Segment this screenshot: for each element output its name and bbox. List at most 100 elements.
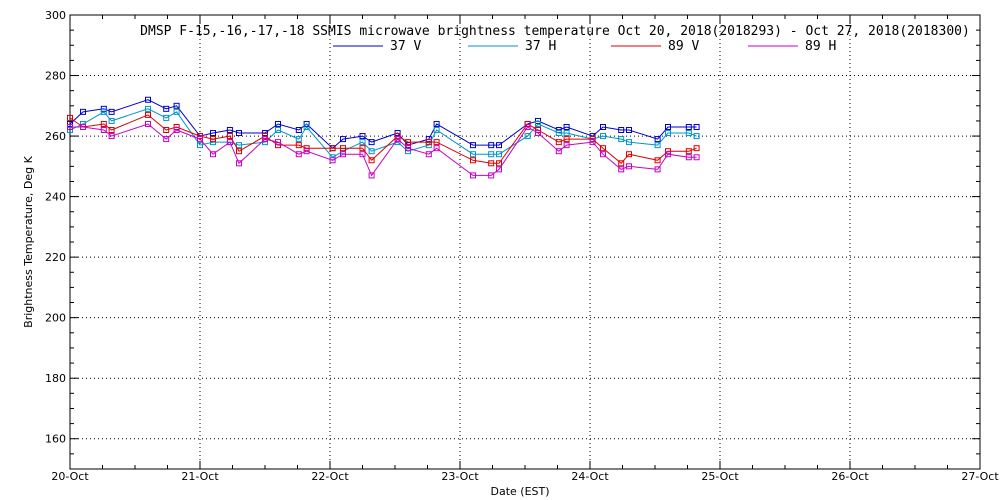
data-point-37-h (145, 105, 151, 112)
x-tick-label: 26-Oct (831, 470, 869, 483)
data-point-89-h (100, 127, 107, 134)
data-point-37-v (665, 123, 671, 130)
data-point-89-h (236, 160, 242, 167)
data-point-89-v (100, 120, 107, 127)
data-point-37-h (433, 127, 440, 134)
data-point-37-h (368, 148, 375, 155)
data-point-89-v (163, 127, 170, 134)
legend: 37 V 37 H 89 V 89 H (333, 39, 836, 54)
data-point-89-h (67, 123, 73, 130)
x-tick-label: 23-Oct (441, 470, 479, 483)
y-tick-label: 300 (45, 9, 66, 22)
y-tick-label: 160 (45, 433, 66, 446)
data-point-89-v (693, 145, 700, 152)
data-point-37-h (470, 151, 476, 158)
series-89-h (67, 120, 700, 179)
data-point-89-h (303, 148, 310, 155)
data-point-37-h (693, 133, 700, 140)
series-line-37-v (69, 99, 697, 149)
data-point-37-v (685, 123, 692, 130)
data-point-89-h (295, 151, 302, 158)
data-point-89-v (145, 111, 151, 118)
data-point-37-v (145, 96, 151, 103)
data-point-89-h (173, 127, 180, 134)
data-point-89-v (226, 133, 233, 140)
data-point-37-h (535, 120, 541, 127)
data-point-89-h (563, 142, 570, 149)
data-point-37-v (80, 108, 86, 115)
data-point-37-v (173, 102, 180, 109)
data-point-89-v (433, 139, 440, 146)
y-tick-label: 260 (45, 130, 66, 143)
data-point-89-v (563, 136, 570, 143)
x-tick-label: 20-Oct (51, 470, 89, 483)
data-point-89-v (340, 145, 346, 152)
data-point-89-h (433, 145, 440, 152)
grid (70, 15, 980, 469)
data-point-37-v (163, 105, 170, 112)
data-point-89-h (665, 151, 671, 158)
data-point-89-h (618, 166, 625, 173)
data-point-89-v (262, 133, 268, 140)
y-tick-label: 240 (45, 191, 66, 204)
legend-label-89-v: 89 V (668, 39, 699, 54)
data-point-37-h (563, 130, 570, 137)
data-point-37-v (433, 120, 440, 127)
x-tick-label: 25-Oct (701, 470, 739, 483)
y-tick-label: 200 (45, 312, 66, 325)
data-point-37-v (589, 133, 596, 140)
data-point-37-v (340, 136, 346, 143)
y-tick-label: 180 (45, 372, 66, 385)
data-point-37-v (654, 136, 661, 143)
data-point-89-h (654, 166, 661, 173)
data-point-89-v (496, 160, 502, 167)
y-axis-label: Brightness Temperature, Deg K (22, 155, 35, 327)
data-point-89-v (654, 157, 661, 164)
data-point-37-h (275, 127, 281, 134)
data-point-37-h (600, 133, 606, 140)
data-point-89-h (685, 154, 692, 161)
legend-label-37-h: 37 H (525, 39, 556, 54)
data-point-37-h (67, 127, 73, 134)
data-point-89-h (524, 123, 531, 130)
data-point-89-h (488, 172, 495, 179)
data-point-89-h (226, 139, 233, 146)
data-point-89-h (275, 139, 281, 146)
data-point-89-v (67, 114, 73, 121)
data-point-37-v (693, 123, 700, 130)
data-point-37-v (108, 108, 115, 115)
data-point-37-v (496, 142, 502, 149)
data-point-89-v (555, 139, 562, 146)
data-point-37-v (67, 120, 73, 127)
data-point-89-h (80, 123, 86, 130)
data-point-89-v (236, 148, 242, 155)
data-point-89-h (210, 151, 216, 158)
y-tick-label: 220 (45, 251, 66, 264)
data-point-37-v (470, 142, 476, 149)
data-point-89-v (329, 145, 336, 152)
plot-frame (69, 14, 981, 470)
data-point-37-h (496, 151, 502, 158)
data-point-37-v (226, 127, 233, 134)
axis-ticks: 20-Oct 21-Oct 22-Oct 23-Oct 24-Oct 25-Oct 26-O… (45, 9, 999, 483)
data-point-37-v (535, 117, 541, 124)
data-point-89-h (405, 145, 411, 152)
data-point-89-h (108, 133, 115, 140)
data-point-89-h (359, 151, 366, 158)
data-point-89-h (329, 157, 336, 164)
data-point-37-h (665, 130, 671, 137)
data-point-37-v (600, 123, 606, 130)
data-point-89-h (555, 148, 562, 155)
data-point-89-v (470, 157, 476, 164)
data-point-89-h (496, 166, 502, 173)
data-point-37-h (685, 130, 692, 137)
data-point-37-h (295, 136, 302, 143)
data-point-37-h (163, 114, 170, 121)
data-point-89-v (425, 139, 432, 146)
series-group (67, 96, 700, 179)
data-point-37-v (425, 136, 432, 143)
data-point-37-h (488, 151, 495, 158)
data-point-89-h (197, 136, 203, 143)
data-point-89-v (108, 127, 115, 134)
